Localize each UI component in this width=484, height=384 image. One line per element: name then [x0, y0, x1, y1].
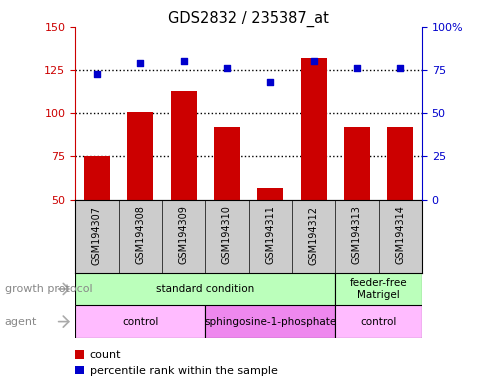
Point: [309, 58, 317, 65]
Title: GDS2832 / 235387_at: GDS2832 / 235387_at: [168, 11, 328, 27]
Point: [223, 65, 230, 71]
Point: [93, 70, 101, 76]
Bar: [334, 305, 421, 338]
Text: agent: agent: [5, 316, 37, 327]
Text: feeder-free
Matrigel: feeder-free Matrigel: [349, 278, 407, 300]
Text: count: count: [90, 350, 121, 360]
Text: GSM194309: GSM194309: [178, 205, 188, 265]
Bar: [205, 305, 334, 338]
Bar: [170, 91, 196, 200]
Bar: [386, 127, 412, 200]
Text: GSM194308: GSM194308: [135, 205, 145, 265]
Point: [136, 60, 144, 66]
Text: growth protocol: growth protocol: [5, 284, 92, 294]
Text: GSM194314: GSM194314: [394, 205, 405, 265]
Point: [352, 65, 360, 71]
Text: control: control: [360, 316, 396, 327]
Text: GSM194311: GSM194311: [265, 205, 274, 265]
Text: GSM194307: GSM194307: [91, 205, 102, 265]
Bar: [334, 273, 421, 305]
Text: percentile rank within the sample: percentile rank within the sample: [90, 366, 277, 376]
Point: [266, 79, 273, 85]
Point: [395, 65, 403, 71]
Bar: [343, 127, 369, 200]
Bar: [75, 273, 334, 305]
Point: [179, 58, 187, 65]
Text: GSM194310: GSM194310: [222, 205, 231, 265]
Bar: [257, 187, 283, 200]
Bar: [213, 127, 240, 200]
Text: standard condition: standard condition: [156, 284, 254, 294]
Text: GSM194312: GSM194312: [308, 205, 318, 265]
Text: GSM194313: GSM194313: [351, 205, 361, 265]
Bar: [75, 305, 205, 338]
Bar: [300, 58, 326, 200]
Text: control: control: [122, 316, 158, 327]
Bar: [127, 111, 153, 200]
Bar: [84, 157, 109, 200]
Text: sphingosine-1-phosphate: sphingosine-1-phosphate: [204, 316, 336, 327]
